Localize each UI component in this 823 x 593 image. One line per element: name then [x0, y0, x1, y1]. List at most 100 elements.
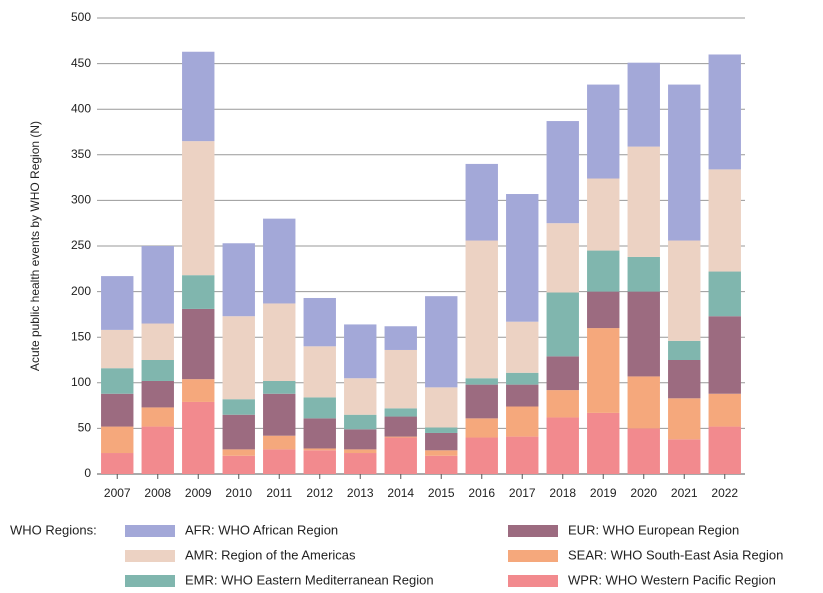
x-tick-label: 2016: [468, 486, 495, 500]
legend-title: WHO Regions:: [10, 522, 97, 537]
bar-segment: [587, 84, 620, 179]
bar-segment: [303, 450, 336, 474]
bar-segment: [141, 426, 174, 474]
bar-segment: [627, 256, 660, 292]
bar-segment: [222, 316, 255, 400]
bar-segment: [546, 417, 579, 474]
bar-segment: [708, 271, 741, 317]
bar-segment: [141, 407, 174, 427]
legend-swatch: [508, 525, 558, 537]
bar-segment: [668, 439, 701, 474]
bar-segment: [425, 432, 458, 451]
bar-segment: [141, 323, 174, 360]
bar-segment: [101, 276, 134, 330]
x-tick-label: 2008: [144, 486, 171, 500]
legend-swatch: [125, 550, 175, 562]
bar-segment: [546, 121, 579, 224]
bar-segment: [546, 390, 579, 418]
bar-segment: [384, 437, 417, 474]
bar-segment: [708, 316, 741, 394]
y-tick-label: 150: [71, 329, 91, 343]
bar-segment: [384, 436, 417, 438]
x-tick-label: 2015: [428, 486, 455, 500]
y-tick-label: 400: [71, 101, 91, 115]
bar-segment: [141, 246, 174, 324]
y-tick-label: 200: [71, 284, 91, 298]
bar-segment: [222, 449, 255, 456]
bar-segment: [546, 356, 579, 391]
bar-segment: [587, 250, 620, 292]
x-tick-label: 2019: [590, 486, 617, 500]
bar-segment: [506, 372, 539, 385]
y-tick-label: 500: [71, 10, 91, 24]
x-tick-label: 2020: [630, 486, 657, 500]
bar-segment: [425, 427, 458, 433]
bar-segment: [263, 393, 296, 436]
bar-segment: [668, 240, 701, 341]
bar-segment: [384, 349, 417, 409]
legend-label: SEAR: WHO South-East Asia Region: [568, 547, 783, 562]
bar-segment: [465, 384, 498, 419]
bar-segment: [222, 243, 255, 317]
x-tick-label: 2010: [225, 486, 252, 500]
bar-segment: [506, 321, 539, 373]
bar-segment: [708, 169, 741, 272]
x-tick-label: 2012: [306, 486, 333, 500]
y-tick-label: 300: [71, 193, 91, 207]
bar-segment: [303, 297, 336, 347]
x-tick-label: 2009: [185, 486, 212, 500]
bar-segment: [627, 62, 660, 147]
bar-segment: [182, 401, 215, 474]
bar-segment: [101, 393, 134, 427]
bar-segment: [141, 360, 174, 381]
bar-segment: [425, 450, 458, 456]
legend-label: AFR: WHO African Region: [185, 522, 338, 537]
bar-segment: [344, 324, 377, 379]
bar-segment: [465, 437, 498, 474]
bar-segment: [263, 303, 296, 381]
bar-segment: [222, 414, 255, 450]
x-tick-label: 2018: [549, 486, 576, 500]
legend-swatch: [125, 575, 175, 587]
bar-segment: [627, 146, 660, 257]
bar-segment: [425, 387, 458, 428]
bar-segment: [344, 429, 377, 450]
bar-segment: [384, 326, 417, 350]
x-tick-label: 2011: [266, 486, 292, 500]
bar-segment: [101, 329, 134, 369]
bar-segment: [627, 291, 660, 377]
legend-label: EUR: WHO European Region: [568, 522, 739, 537]
bar-segment: [222, 455, 255, 474]
bar-segment: [303, 397, 336, 419]
y-tick-label: 50: [78, 421, 92, 435]
bar-segment: [708, 393, 741, 427]
legend-label: WPR: WHO Western Pacific Region: [568, 572, 776, 587]
bar-segment: [101, 368, 134, 394]
bar-segment: [303, 448, 336, 451]
bar-segment: [263, 218, 296, 304]
bar-segment: [465, 418, 498, 438]
legend-label: EMR: WHO Eastern Mediterranean Region: [185, 572, 434, 587]
bar-segment: [182, 308, 215, 380]
bar-segment: [465, 240, 498, 379]
bar-segment: [627, 428, 660, 474]
bar-segment: [141, 380, 174, 408]
bar-segment: [668, 398, 701, 440]
y-tick-label: 450: [71, 56, 91, 70]
y-tick-label: 100: [71, 375, 91, 389]
bar-segment: [668, 84, 701, 241]
x-tick-label: 2013: [347, 486, 374, 500]
bar-segment: [263, 449, 296, 474]
bar-segment: [506, 194, 539, 322]
x-tick-label: 2007: [104, 486, 131, 500]
x-tick-label: 2014: [387, 486, 414, 500]
bar-segment: [182, 141, 215, 276]
bar-segment: [506, 384, 539, 407]
bar-segment: [344, 378, 377, 415]
y-tick-label: 350: [71, 147, 91, 161]
x-tick-label: 2021: [671, 486, 698, 500]
x-tick-label: 2022: [711, 486, 738, 500]
bar-segment: [263, 435, 296, 450]
bar-segment: [344, 449, 377, 454]
bar-segment: [506, 436, 539, 474]
